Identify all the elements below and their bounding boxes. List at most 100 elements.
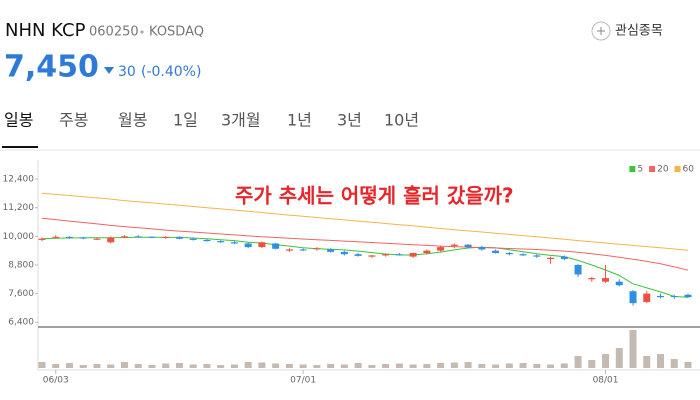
legend-label: 5: [637, 165, 643, 175]
volume-bar: [340, 364, 348, 368]
candle-body: [272, 243, 280, 249]
stock-name: NHN KCP: [5, 20, 86, 41]
candle-body: [93, 238, 101, 240]
price: 7,450: [4, 50, 99, 85]
volume-bar: [244, 362, 252, 368]
candle-body: [203, 239, 211, 242]
volume-bar: [437, 363, 445, 368]
y-tick-label: 8,800: [8, 260, 34, 270]
change-pct: (-0.40%): [141, 64, 201, 80]
volume-bar: [189, 364, 197, 368]
candle-body: [657, 295, 665, 298]
ma-line: [41, 192, 689, 251]
volume-bar: [643, 356, 651, 368]
volume-bar: [272, 363, 280, 368]
candle-body: [327, 249, 335, 252]
candle-body: [79, 237, 87, 239]
chart: 주가 추세는 어떻게 흘러 갔을까? 12,400 11,200 10,000 8,8…: [3, 160, 700, 386]
volume-bar: [107, 364, 115, 368]
candle-body: [340, 251, 348, 255]
y-tick-label: 10,000: [3, 232, 35, 242]
y-tick-label: 7,600: [8, 289, 34, 299]
candle-body: [162, 237, 170, 239]
legend-label: 20: [657, 165, 669, 175]
candle-body: [560, 256, 568, 260]
tab[interactable]: 월봉: [118, 111, 147, 130]
candle-body: [602, 278, 610, 282]
volume-bar: [38, 362, 46, 368]
candle-body: [423, 250, 431, 254]
candle-body: [134, 236, 142, 238]
candle-body: [65, 236, 73, 238]
volume-bar: [478, 364, 486, 368]
legend-swatch: [674, 166, 681, 172]
candle-body: [38, 238, 46, 240]
candle-body: [588, 278, 596, 280]
candle-body: [437, 247, 445, 251]
candle-body: [684, 294, 692, 298]
volume-bar: [93, 364, 101, 368]
candle-body: [464, 244, 472, 248]
tab[interactable]: 3개월: [221, 111, 261, 130]
candle-body: [258, 242, 266, 248]
volume-bar: [519, 363, 527, 368]
volume-bar: [65, 363, 73, 368]
volume-bar: [547, 364, 555, 368]
volume-bar: [423, 364, 431, 368]
volume-bar: [52, 364, 60, 368]
candle-body: [244, 243, 252, 248]
volume-bar: [395, 363, 403, 368]
legend-swatch: [649, 166, 656, 172]
candle-body: [354, 254, 362, 256]
candle-body: [189, 238, 197, 240]
volume-bar: [657, 354, 665, 368]
volume-bar: [134, 364, 142, 368]
candle-body: [313, 248, 321, 250]
candle-body: [148, 236, 156, 238]
volume-bar: [368, 365, 376, 368]
candle-body: [409, 253, 417, 257]
candle-body: [285, 249, 293, 251]
volume-bar: [588, 360, 596, 368]
volume-bar: [148, 365, 156, 368]
volume-bar: [670, 359, 678, 368]
volume-bar: [354, 363, 362, 368]
plus-icon: [591, 21, 611, 41]
candle-body: [547, 257, 555, 260]
volume-bar: [327, 364, 335, 368]
candle-body: [107, 237, 115, 243]
candle-body: [395, 254, 403, 256]
tab[interactable]: 1일: [173, 111, 198, 130]
x-tick-label: 07/01: [290, 376, 316, 386]
volume-bar: [409, 364, 417, 368]
candle-body: [615, 281, 623, 286]
volume-bar: [285, 364, 293, 368]
x-tick-label: 08/01: [593, 376, 619, 386]
candle-body: [519, 254, 527, 256]
ma-line: [41, 236, 689, 298]
separator-dot: [140, 30, 144, 34]
volume-bar: [299, 364, 307, 368]
legend-label: 60: [683, 165, 695, 175]
tab[interactable]: 일봉: [4, 111, 33, 130]
volume-bar: [574, 356, 582, 368]
volume-bar: [217, 365, 225, 368]
tab[interactable]: 10년: [384, 111, 419, 130]
candle-body: [670, 295, 678, 297]
volume-bar: [203, 364, 211, 368]
candle-body: [643, 293, 651, 302]
volume-bar: [629, 330, 637, 368]
volume-bar: [533, 364, 541, 368]
tab[interactable]: 1년: [287, 111, 312, 130]
down-arrow: [104, 67, 114, 74]
volume-bar: [615, 348, 623, 368]
candle-body: [492, 250, 500, 254]
candle-body: [52, 236, 60, 238]
tab[interactable]: 3년: [337, 111, 362, 130]
y-tick-label: 12,400: [3, 175, 35, 185]
watchlist-button[interactable]: 관심종목: [591, 21, 663, 41]
tab[interactable]: 주봉: [59, 111, 88, 130]
volume-bar: [450, 362, 458, 368]
candle-body: [120, 236, 128, 238]
